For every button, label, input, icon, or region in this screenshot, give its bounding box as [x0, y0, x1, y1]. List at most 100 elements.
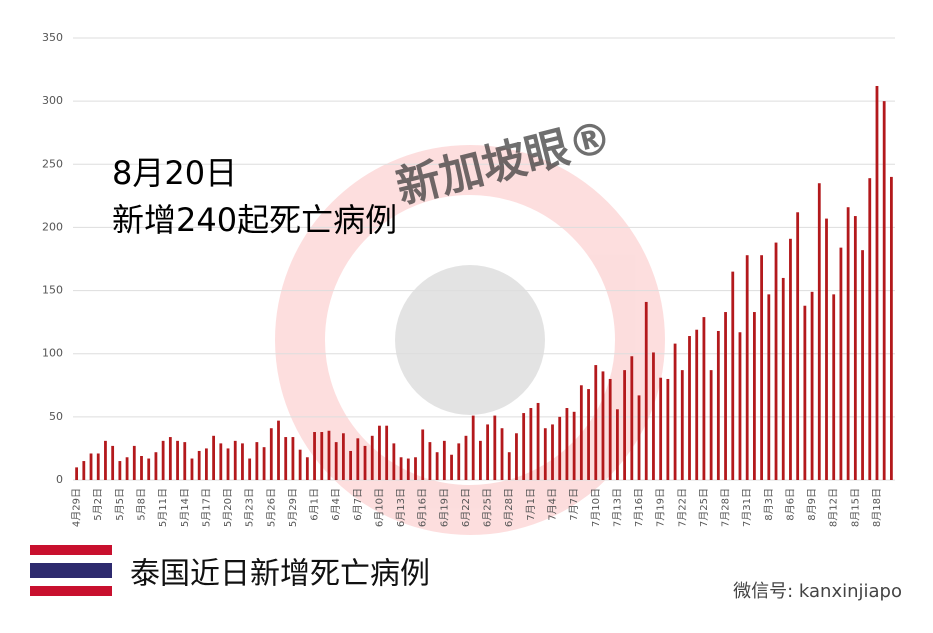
- x-tick-label: 5月29日: [287, 488, 299, 527]
- bar: [868, 178, 872, 481]
- bar: [385, 425, 389, 480]
- source: 微信号: kanxinjiapo: [733, 581, 902, 602]
- bar: [594, 365, 598, 480]
- bar: [515, 433, 518, 480]
- x-tick-label: 7月22日: [676, 488, 688, 527]
- bar: [623, 370, 627, 480]
- bar: [803, 305, 807, 480]
- bar: [118, 461, 122, 480]
- thai-flag: [30, 545, 112, 596]
- x-tick-label: 7月13日: [611, 488, 623, 527]
- bar: [284, 437, 288, 480]
- y-tick-label: 100: [42, 347, 63, 360]
- x-tick-label: 6月4日: [330, 488, 342, 521]
- bar: [176, 440, 179, 480]
- bar: [349, 450, 353, 480]
- bar: [767, 294, 771, 480]
- bar: [832, 294, 836, 480]
- bar: [680, 370, 684, 480]
- x-tick-label: 6月13日: [395, 488, 407, 527]
- bar: [709, 370, 713, 480]
- bar: [269, 428, 273, 480]
- bar: [248, 458, 252, 480]
- x-tick-label: 5月2日: [92, 488, 104, 521]
- bar: [421, 429, 425, 480]
- bar: [861, 250, 864, 480]
- bar: [255, 442, 259, 480]
- bar: [435, 452, 439, 480]
- y-tick-label: 300: [42, 94, 63, 107]
- bar: [132, 445, 136, 480]
- x-tick-label: 6月22日: [460, 488, 472, 527]
- bar: [630, 356, 634, 480]
- bar: [277, 420, 280, 480]
- y-tick-label: 250: [42, 157, 63, 170]
- bar: [543, 428, 547, 480]
- bar: [399, 457, 403, 480]
- bar: [551, 424, 554, 480]
- bar: [760, 255, 764, 480]
- bar: [579, 385, 583, 480]
- bar: [262, 447, 266, 480]
- bar: [327, 430, 331, 480]
- bar: [601, 371, 605, 480]
- bar: [378, 425, 381, 480]
- x-tick-label: 8月12日: [828, 488, 840, 527]
- bar: [572, 411, 576, 480]
- bar: [334, 442, 338, 480]
- x-tick-label: 8月3日: [763, 488, 775, 521]
- x-tick-label: 7月28日: [720, 488, 732, 527]
- x-tick-label: 8月9日: [806, 488, 818, 521]
- bar: [478, 440, 482, 480]
- caption: 泰国近日新增死亡病例: [130, 557, 430, 592]
- bar: [493, 415, 497, 480]
- bar: [615, 409, 619, 480]
- bar: [853, 216, 857, 480]
- bar: [154, 452, 158, 480]
- bar: [817, 183, 821, 480]
- bar: [140, 456, 143, 480]
- x-tick-label: 7月16日: [633, 488, 645, 527]
- bar: [298, 449, 302, 480]
- x-tick-label: 6月7日: [352, 488, 364, 521]
- bar: [89, 453, 93, 480]
- bar: [565, 408, 569, 480]
- x-tick-label: 5月14日: [179, 488, 191, 527]
- x-tick-label: 4月29日: [71, 488, 83, 527]
- bar: [147, 458, 151, 480]
- x-tick-label: 6月16日: [417, 488, 429, 527]
- bar: [168, 437, 172, 480]
- x-tick-label: 5月26日: [265, 488, 277, 527]
- bar: [96, 453, 100, 480]
- x-tick-label: 5月5日: [114, 488, 126, 521]
- bar: [825, 218, 828, 481]
- bar: [810, 291, 814, 480]
- bar: [341, 433, 345, 480]
- bar: [320, 432, 324, 480]
- y-tick-label: 50: [49, 410, 63, 423]
- bar: [226, 448, 230, 480]
- bar: [652, 352, 655, 480]
- bar: [745, 255, 749, 480]
- bar: [197, 450, 201, 480]
- bar: [529, 408, 533, 480]
- bar: [716, 330, 720, 480]
- bar: [457, 443, 461, 480]
- bar: [644, 301, 648, 480]
- bar: [219, 443, 223, 480]
- bar: [875, 85, 879, 480]
- x-tick-label: 6月19日: [438, 488, 450, 527]
- bar: [846, 207, 850, 481]
- x-tick-label: 5月17日: [200, 488, 212, 527]
- bar: [796, 212, 800, 480]
- x-tick-label: 8月6日: [784, 488, 796, 521]
- bar: [471, 415, 475, 480]
- bar: [500, 428, 504, 480]
- x-tick-label: 5月11日: [157, 488, 169, 527]
- x-tick-label: 7月4日: [547, 488, 559, 521]
- bar: [241, 443, 244, 480]
- bar: [414, 457, 417, 480]
- bar: [774, 242, 778, 480]
- bar: [442, 440, 446, 480]
- x-tick-label: 7月7日: [568, 488, 580, 521]
